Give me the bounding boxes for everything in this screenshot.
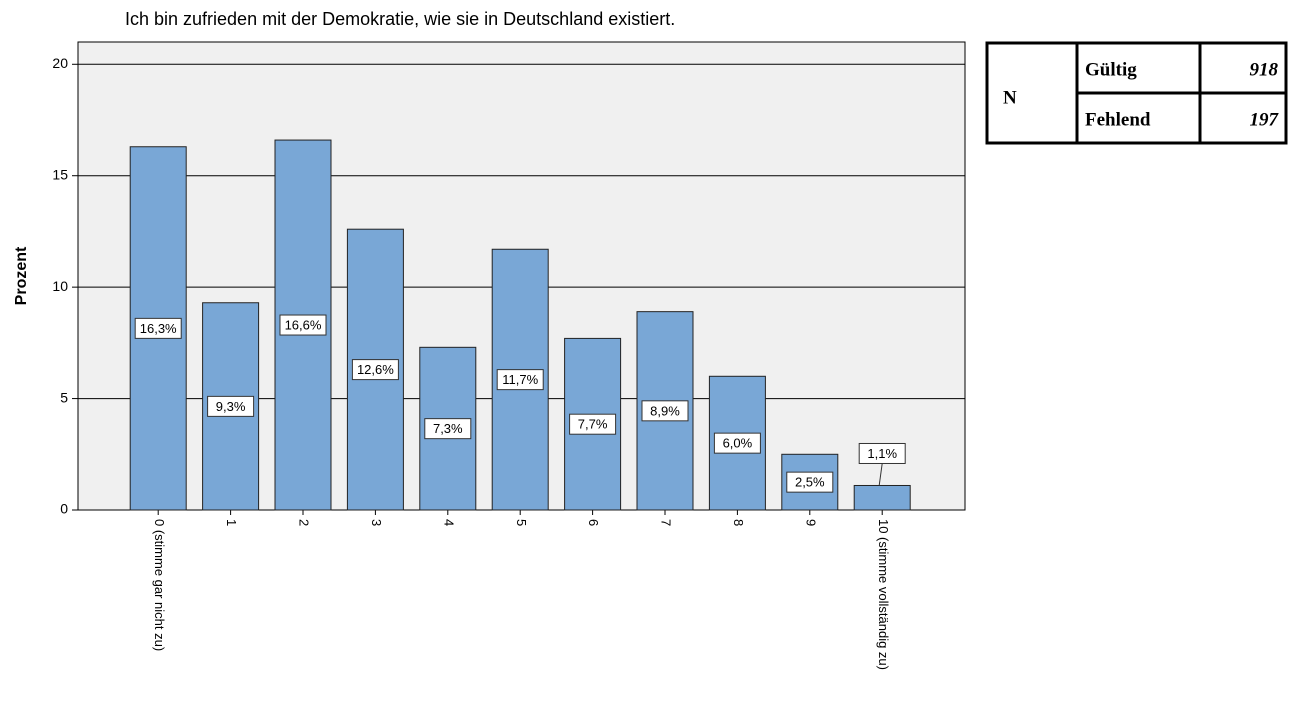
data-label: 1,1% xyxy=(867,446,897,461)
table-cell: N xyxy=(1003,87,1017,108)
table-cell: Gültig xyxy=(1085,59,1137,80)
data-label: 16,3% xyxy=(140,321,177,336)
data-label-box xyxy=(858,442,906,464)
leader-line xyxy=(878,463,883,486)
x-tick-label: 1 xyxy=(224,519,239,526)
data-label-box xyxy=(641,400,689,422)
data-label: 7,7% xyxy=(578,417,608,432)
data-label-box xyxy=(279,314,327,336)
x-tick-label: 6 xyxy=(586,519,601,526)
data-label: 7,3% xyxy=(433,421,463,436)
data-label-box xyxy=(786,471,834,493)
table-cell: 918 xyxy=(1250,59,1279,80)
data-label-box xyxy=(351,359,399,381)
x-tick-label: 5 xyxy=(514,519,529,526)
data-label: 8,9% xyxy=(650,403,680,418)
y-axis-label: Prozent xyxy=(13,246,30,305)
bar xyxy=(853,484,911,511)
data-label: 16,6% xyxy=(285,317,322,332)
data-label: 9,3% xyxy=(216,399,246,414)
data-label: 6,0% xyxy=(723,436,753,451)
y-tick-label: 10 xyxy=(52,278,68,294)
data-label: 12,6% xyxy=(357,362,394,377)
x-tick-label: 9 xyxy=(803,519,818,526)
x-tick-label: 7 xyxy=(659,519,674,526)
x-tick-label: 10 (stimme vollständig zu) xyxy=(876,519,891,670)
x-tick-label: 3 xyxy=(369,519,384,526)
y-tick-label: 5 xyxy=(60,389,68,405)
data-label-box xyxy=(207,395,255,417)
y-tick-label: 0 xyxy=(60,501,68,517)
data-label-box xyxy=(424,418,472,440)
y-tick-label: 15 xyxy=(52,166,68,182)
table-cell: Fehlend xyxy=(1085,109,1151,130)
x-tick-label: 8 xyxy=(731,519,746,526)
x-tick-label: 2 xyxy=(297,519,312,526)
table-cell: 197 xyxy=(1250,109,1280,130)
data-label: 2,5% xyxy=(795,475,825,490)
y-tick-label: 20 xyxy=(52,55,68,71)
data-label-box xyxy=(713,432,761,454)
data-label-box xyxy=(569,413,617,435)
x-tick-label: 4 xyxy=(441,519,456,526)
stats-table: N Gültig 918 Fehlend 197 xyxy=(985,41,1288,145)
data-label: 11,7% xyxy=(502,372,538,387)
data-label-box xyxy=(496,369,544,391)
data-label-box xyxy=(134,317,182,339)
chart-title: Ich bin zufrieden mit der Demokratie, wi… xyxy=(125,9,675,29)
x-tick-label: 0 (stimme gar nicht zu) xyxy=(152,519,167,651)
